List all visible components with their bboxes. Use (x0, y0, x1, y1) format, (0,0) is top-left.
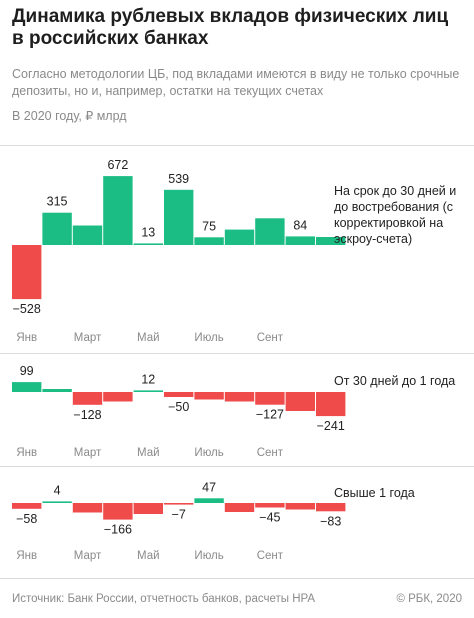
bar-1-10 (316, 392, 346, 417)
tick-label-2-0: Янв (16, 550, 37, 562)
bar-1-3 (103, 392, 133, 402)
bar-2-3 (103, 503, 133, 520)
bar-2-6 (194, 498, 224, 503)
tick-label-2-8: Сент (257, 550, 284, 562)
data-label-2-10: −83 (320, 514, 341, 528)
tick-label-2-6: Июль (194, 550, 223, 562)
bar-1-5 (164, 392, 194, 397)
bar-0-3 (103, 176, 133, 245)
legend-long-term: Свыше 1 года (334, 486, 415, 500)
data-label-0-0: −528 (13, 302, 41, 316)
tick-label-0-0: Янв (16, 332, 37, 344)
bar-1-2 (72, 392, 103, 405)
copyright: © РБК, 2020 (396, 593, 462, 605)
data-label-2-3: −166 (104, 523, 132, 537)
data-label-1-10: −241 (317, 419, 345, 433)
bar-0-10 (316, 237, 346, 245)
bar-1-7 (224, 392, 255, 402)
bar-2-7 (224, 503, 255, 512)
divider-1 (0, 353, 474, 354)
bar-1-6 (194, 392, 224, 400)
divider-bottom (0, 578, 474, 579)
bar-2-5 (164, 503, 194, 505)
bar-2-9 (285, 503, 315, 510)
data-label-1-5: −50 (168, 400, 189, 414)
bar-2-10 (316, 503, 346, 512)
bar-0-2 (72, 225, 103, 245)
divider-top (0, 145, 474, 146)
bar-0-5 (164, 189, 194, 245)
bar-2-2 (72, 503, 103, 513)
data-label-0-9: 84 (293, 218, 307, 232)
subtitle: Согласно методологии ЦБ, под вкладами им… (12, 67, 460, 98)
data-label-1-4: 12 (141, 372, 155, 386)
data-label-0-1: 315 (47, 195, 68, 209)
data-label-0-5: 539 (168, 172, 189, 186)
bar-0-7 (224, 229, 255, 245)
tick-label-2-4: Май (137, 550, 160, 562)
bar-2-4 (133, 503, 163, 514)
data-label-2-0: −58 (16, 512, 37, 526)
page-title: Динамика рублевых вкладов физических лиц… (12, 6, 449, 49)
divider-2 (0, 466, 474, 467)
tick-label-0-8: Сент (257, 332, 284, 344)
bar-1-4 (133, 390, 163, 392)
tick-label-1-0: Янв (16, 447, 37, 459)
units-label: В 2020 году, ₽ млрд (12, 109, 127, 123)
bar-1-1 (42, 389, 72, 392)
tick-label-1-8: Сент (257, 447, 284, 459)
source-note: Источник: Банк России, отчетность банков… (12, 593, 316, 605)
bar-0-1 (42, 212, 72, 245)
legend-short-term: На срок до 30 дней и до востребования (с… (334, 184, 457, 246)
tick-label-1-4: Май (137, 447, 160, 459)
tick-label-0-4: Май (137, 332, 160, 344)
data-label-0-4: 13 (141, 225, 155, 239)
tick-label-0-2: Март (74, 332, 102, 344)
data-label-1-2: −128 (73, 408, 101, 422)
data-label-0-6: 75 (202, 219, 216, 233)
data-label-2-5: −7 (172, 508, 186, 522)
bar-1-9 (285, 392, 315, 411)
bar-0-6 (194, 237, 224, 245)
legend-mid-term: От 30 дней до 1 года (334, 374, 456, 388)
data-label-0-3: 672 (107, 158, 128, 172)
data-label-2-8: −45 (259, 511, 280, 525)
bar-2-0 (12, 503, 42, 509)
tick-label-1-2: Март (74, 447, 102, 459)
tick-label-1-6: Июль (194, 447, 223, 459)
tick-label-0-6: Июль (194, 332, 223, 344)
data-label-1-0: 99 (20, 364, 34, 378)
bar-1-8 (255, 392, 285, 405)
data-label-2-1: 4 (54, 483, 61, 497)
bar-1-0 (12, 382, 42, 392)
bar-0-4 (133, 243, 163, 245)
bar-2-1 (42, 501, 72, 503)
bar-0-8 (255, 218, 285, 245)
bar-0-9 (285, 236, 315, 245)
bar-2-8 (255, 503, 285, 508)
bar-0-0 (12, 245, 42, 300)
data-label-1-8: −127 (256, 408, 284, 422)
tick-label-2-2: Март (74, 550, 102, 562)
data-label-2-6: 47 (202, 480, 216, 494)
